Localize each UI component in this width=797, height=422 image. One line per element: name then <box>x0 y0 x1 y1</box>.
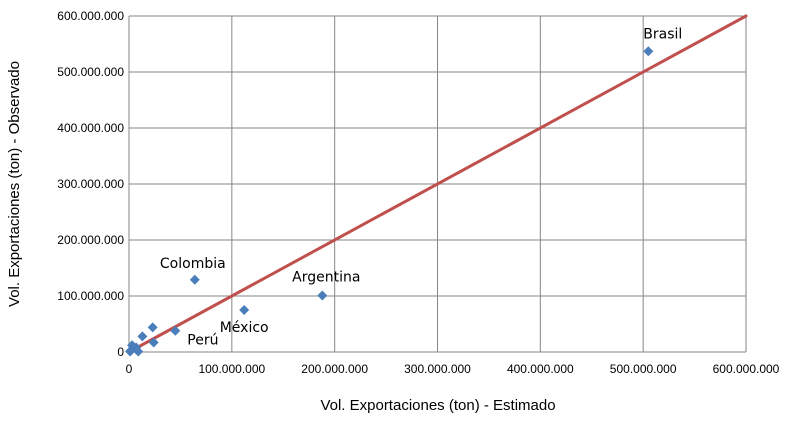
data-point <box>239 305 250 315</box>
y-tick-labels: 0 100.000.000 200.000.000 300.000.000 400.00… <box>57 9 124 359</box>
x-tick-labels: 0 100.000.000 200.000.000 300.000.000 400.00… <box>126 362 780 376</box>
reference-line <box>127 14 748 354</box>
reference-line-group <box>127 14 748 354</box>
point-label: México <box>220 320 269 336</box>
point-label: Perú <box>187 333 218 349</box>
data-point <box>170 325 181 336</box>
y-tick-label: 100.000.000 <box>57 289 124 303</box>
x-axis-title: Vol. Exportaciones (ton) - Estimado <box>320 397 555 414</box>
point-label: Brasil <box>643 26 682 42</box>
y-tick-label: 600.000.000 <box>57 9 124 23</box>
data-points <box>125 46 654 357</box>
x-tick-label: 400.000.000 <box>507 362 574 376</box>
x-tick-label: 0 <box>126 362 133 376</box>
y-tick-label: 500.000.000 <box>57 65 124 79</box>
x-tick-label: 600.000.000 <box>713 362 780 376</box>
y-tick-label: 0 <box>117 345 124 359</box>
point-label: Argentina <box>292 269 360 285</box>
point-label: Colombia <box>160 256 226 272</box>
data-point <box>133 346 144 357</box>
data-point <box>125 346 136 357</box>
x-tick-label: 500.000.000 <box>610 362 677 376</box>
data-point <box>189 274 200 285</box>
y-axis-title: Vol. Exportaciones (ton) - Observado <box>6 61 23 307</box>
data-point <box>643 46 654 57</box>
data-point <box>137 331 148 342</box>
x-tick-label: 200.000.000 <box>301 362 368 376</box>
data-point <box>317 290 328 301</box>
y-tick-label: 300.000.000 <box>57 177 124 191</box>
data-point <box>148 337 159 348</box>
data-point <box>147 322 158 333</box>
y-tick-label: 400.000.000 <box>57 121 124 135</box>
x-tick-label: 100.000.000 <box>198 362 265 376</box>
y-tick-label: 200.000.000 <box>57 233 124 247</box>
x-tick-label: 300.000.000 <box>404 362 471 376</box>
